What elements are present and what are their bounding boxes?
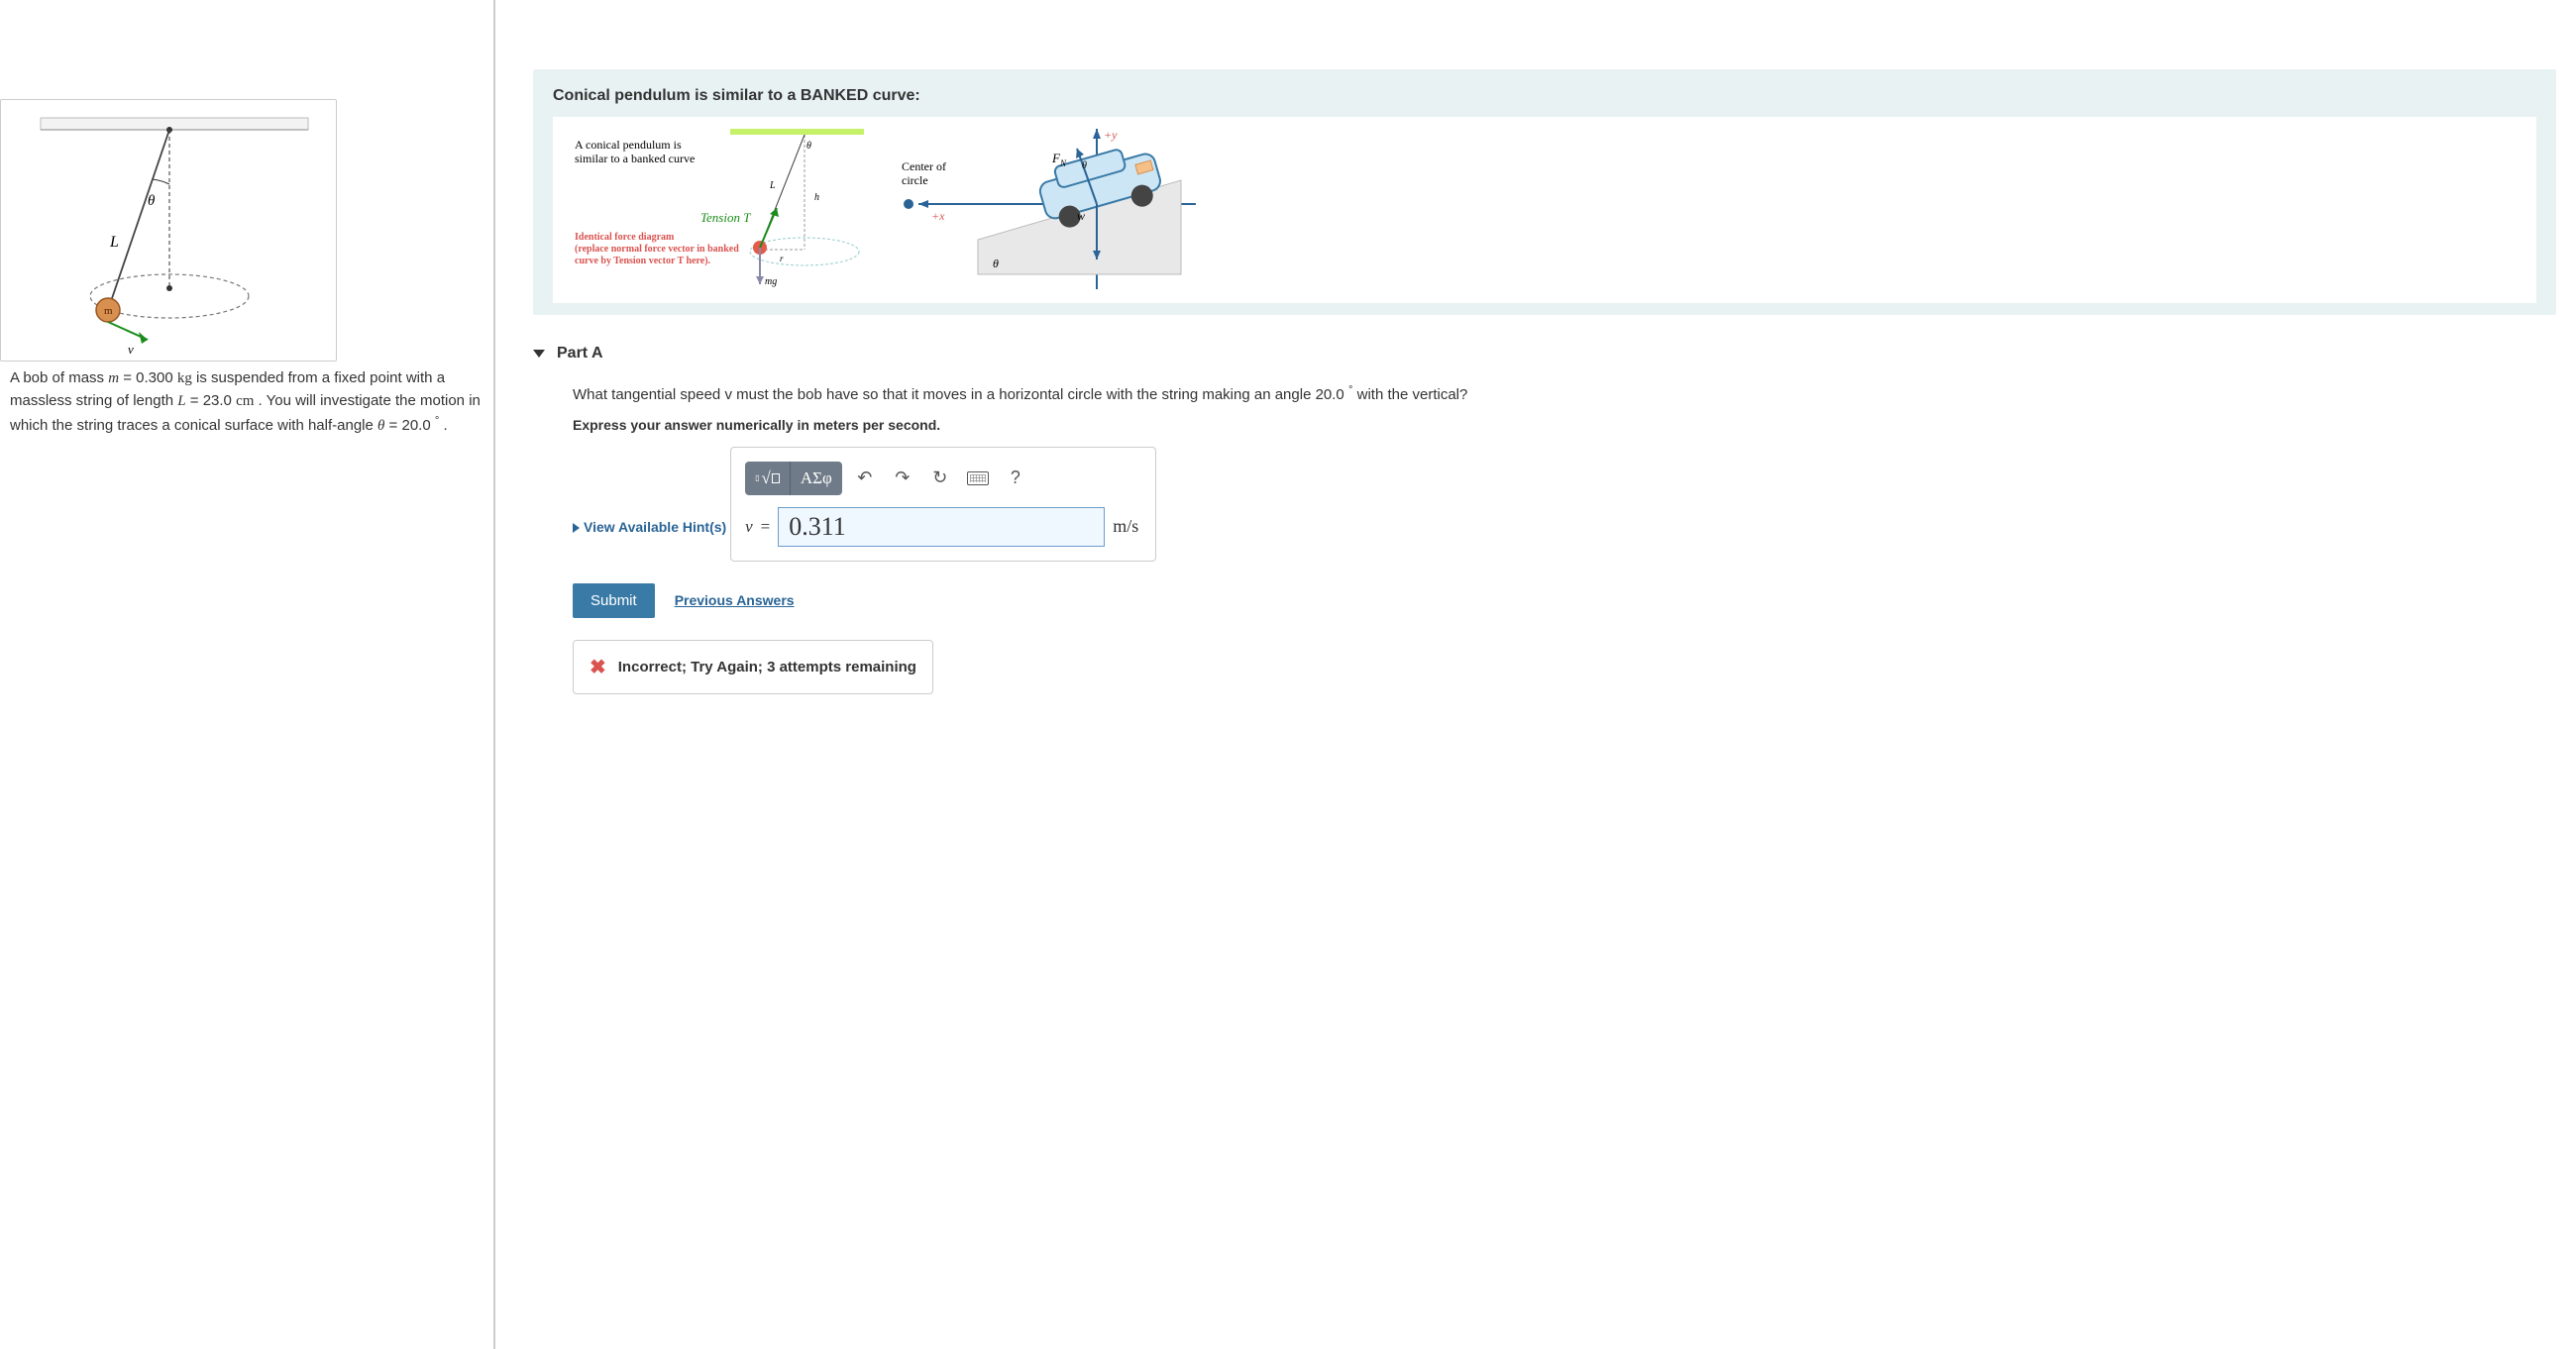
- svg-text:θ: θ: [806, 141, 811, 152]
- hints-label: View Available Hint(s): [584, 519, 726, 535]
- redo-button[interactable]: ↷: [888, 464, 917, 493]
- text-segment: = 20.0: [384, 417, 434, 434]
- intro-title: Conical pendulum is similar to a BANKED …: [553, 87, 2536, 105]
- L-label: L: [109, 234, 119, 251]
- var-v: v: [724, 386, 732, 403]
- answer-row: v = m/s: [745, 507, 1141, 547]
- svg-text:Identical force diagram: Identical force diagram: [575, 232, 675, 243]
- text-segment: must the bob have so that it moves in a …: [732, 386, 1316, 403]
- var-L: L: [177, 393, 185, 409]
- svg-text:h: h: [814, 192, 819, 203]
- svg-text:mg: mg: [765, 276, 777, 287]
- svg-text:similar to a banked curve: similar to a banked curve: [575, 152, 695, 165]
- intro-panel: Conical pendulum is similar to a BANKED …: [533, 69, 2556, 315]
- svg-text:w: w: [1077, 209, 1085, 223]
- svg-text:FN: FN: [1051, 151, 1067, 168]
- equals-sign: =: [761, 517, 771, 537]
- svg-text:r: r: [780, 254, 784, 263]
- chevron-right-icon: [573, 523, 580, 533]
- intro-figures: A conical pendulum is similar to a banke…: [553, 117, 2536, 303]
- m-label: m: [104, 305, 113, 317]
- pendulum-figure: θ L m v: [0, 99, 337, 362]
- instruction-text: Express your answer numerically in meter…: [573, 417, 1762, 433]
- svg-text:L: L: [769, 180, 776, 191]
- theta-label: θ: [148, 193, 156, 209]
- keyboard-button[interactable]: [963, 464, 993, 493]
- part-label: Part A: [557, 345, 603, 363]
- feedback-text: Incorrect; Try Again; 3 attempts remaini…: [618, 659, 916, 675]
- intro-figure-pendulum: A conical pendulum is similar to a banke…: [557, 121, 884, 299]
- svg-text:+x: +x: [931, 209, 945, 223]
- pane-divider: [493, 0, 494, 1349]
- problem-statement: A bob of mass m = 0.300 kg is suspended …: [0, 367, 494, 445]
- equation-toolbar: ▯√ ΑΣφ ↶ ↷ ↻ ?: [745, 462, 1141, 495]
- svg-text:(replace normal force vector i: (replace normal force vector in banked: [575, 244, 739, 255]
- content-pane: Conical pendulum is similar to a BANKED …: [513, 0, 2576, 1349]
- undo-button[interactable]: ↶: [850, 464, 880, 493]
- greek-button[interactable]: ΑΣφ: [791, 462, 842, 495]
- v-label: v: [128, 342, 134, 357]
- text-segment: .: [439, 417, 447, 434]
- text-segment: = 23.0: [186, 392, 236, 409]
- text-segment: What tangential speed: [573, 386, 724, 403]
- feedback-box: ✖ Incorrect; Try Again; 3 attempts remai…: [573, 640, 933, 694]
- svg-text:θ: θ: [1082, 160, 1087, 171]
- svg-text:Center of: Center of: [902, 159, 946, 173]
- submit-button[interactable]: Submit: [573, 583, 655, 618]
- svg-text:+y: +y: [1104, 128, 1118, 142]
- error-icon: ✖: [590, 655, 606, 679]
- var-m: m: [108, 370, 119, 386]
- unit-kg: kg: [177, 370, 192, 386]
- keyboard-icon: [967, 471, 989, 485]
- svg-text:Tension T: Tension T: [700, 210, 751, 225]
- angle-value: 20.0: [1316, 386, 1348, 403]
- answer-input[interactable]: [778, 507, 1105, 547]
- toolbar-group: ▯√ ΑΣφ: [745, 462, 842, 495]
- hints-toggle[interactable]: View Available Hint(s): [573, 519, 726, 535]
- previous-answers-link[interactable]: Previous Answers: [675, 592, 795, 608]
- text-segment: with the vertical?: [1352, 386, 1467, 403]
- unit-cm: cm: [236, 393, 254, 409]
- chevron-down-icon: [533, 350, 545, 358]
- answer-unit: m/s: [1113, 516, 1138, 537]
- part-toggle[interactable]: Part A: [533, 345, 2556, 363]
- svg-text:curve by Tension vector T here: curve by Tension vector T here).: [575, 256, 711, 266]
- text-segment: = 0.300: [119, 369, 177, 386]
- submit-row: Submit Previous Answers: [573, 583, 1762, 618]
- question-text: What tangential speed v must the bob hav…: [573, 382, 1762, 407]
- templates-button[interactable]: ▯√: [745, 462, 791, 495]
- answer-box: ▯√ ΑΣφ ↶ ↷ ↻ ? v = m/s: [730, 447, 1156, 562]
- text-segment: A bob of mass: [10, 369, 108, 386]
- svg-text:θ: θ: [993, 257, 999, 270]
- help-button[interactable]: ?: [1001, 464, 1030, 493]
- reset-button[interactable]: ↻: [925, 464, 955, 493]
- svg-text:circle: circle: [902, 173, 928, 187]
- svg-text:A conical pendulum is: A conical pendulum is: [575, 138, 682, 152]
- problem-pane: θ L m v A bob of mass m = 0.300 kg is su…: [0, 0, 495, 1349]
- intro-figure-banked: Center of circle +x +y θ: [884, 121, 1211, 299]
- question-block: What tangential speed v must the bob hav…: [573, 382, 1762, 694]
- answer-var: v: [745, 517, 753, 537]
